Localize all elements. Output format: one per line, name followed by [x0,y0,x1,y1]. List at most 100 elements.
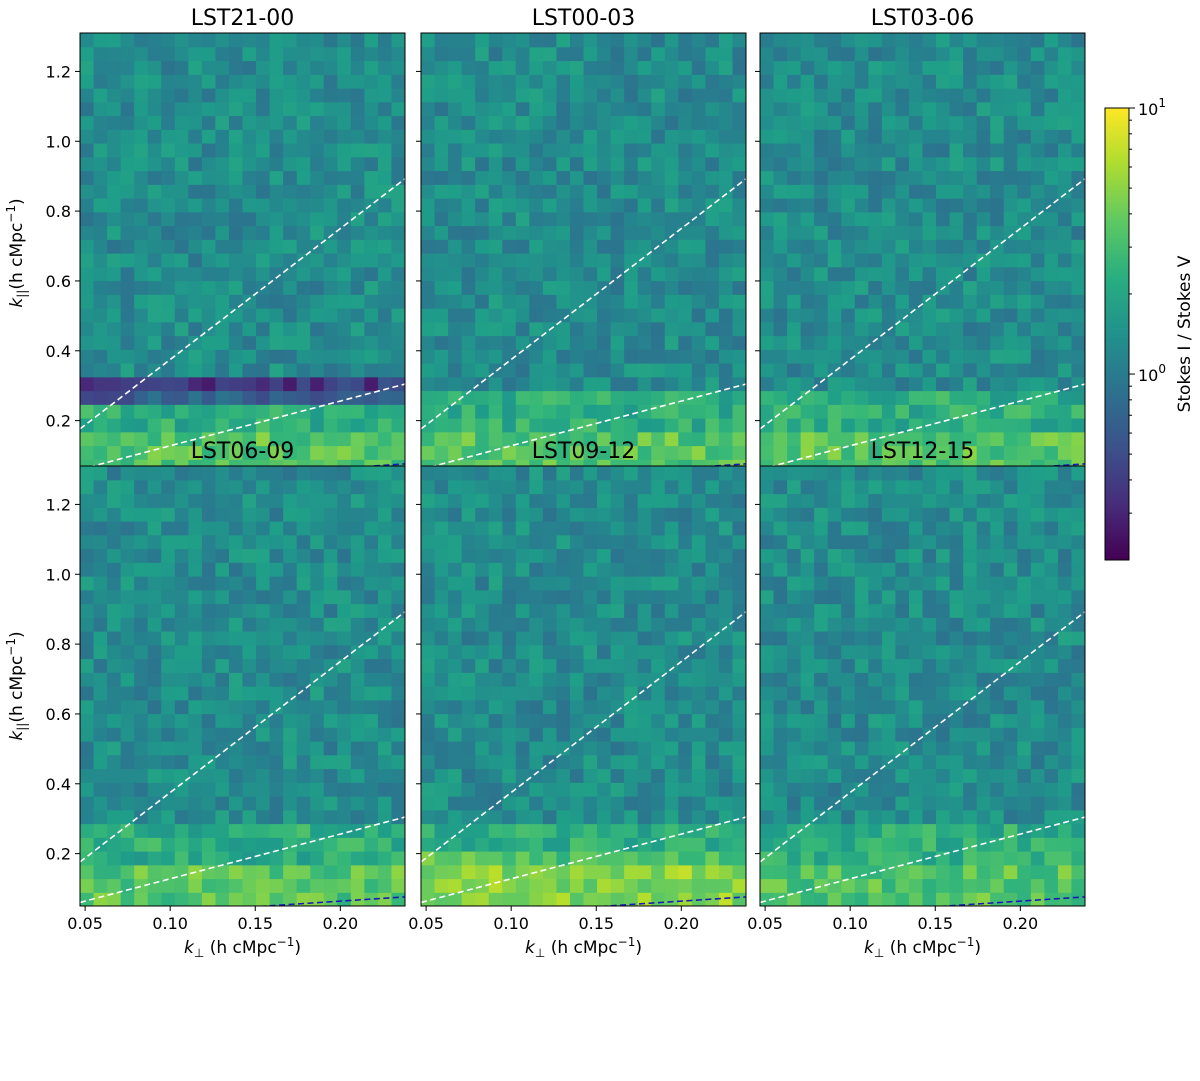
heatmap-cell [597,782,612,797]
heatmap-cell [337,129,352,144]
heatmap-cell [637,280,652,295]
heatmap-cell [475,768,490,783]
heatmap-cell [323,294,338,309]
heatmap-cell [107,390,122,405]
heatmap-cell [569,548,585,563]
heatmap-cell [310,184,325,199]
heatmap-cell [296,445,311,460]
heatmap-cell [922,266,937,282]
heatmap-cell [421,727,436,742]
heatmap-cell [569,493,585,508]
heatmap-cell [201,631,217,646]
heatmap-cell [922,892,937,906]
heatmap-cell [542,466,558,481]
heatmap-cell [841,782,856,797]
heatmap-cell [569,878,585,893]
heatmap-cell [624,46,639,62]
heatmap-cell [488,672,503,687]
heatmap-cell [120,129,135,144]
heatmap-cell [296,129,311,144]
heatmap-cell [854,562,869,577]
heatmap-cell [1003,143,1018,158]
heatmap-cell [922,198,937,213]
heatmap-cell [120,507,135,522]
heatmap-cell [377,686,393,701]
heatmap-cell [134,631,149,646]
heatmap-cell [583,548,598,563]
heatmap-cell [337,851,352,866]
heatmap-cell [637,294,652,309]
heatmap-cell [215,466,230,481]
heatmap-cell [364,699,379,715]
heatmap-cell [868,741,883,756]
heatmap-cell [201,115,217,130]
heatmap-cell [515,225,530,240]
heatmap-cell [637,170,652,185]
heatmap-cell [1030,466,1045,481]
heatmap-cell [283,225,298,240]
heatmap-cell [664,864,679,880]
heatmap-cell [827,404,842,419]
heatmap-cell [569,809,585,825]
heatmap-cell [976,686,991,701]
heatmap-cell [691,754,706,770]
heatmap-cell [242,562,257,577]
heatmap-cell [283,782,298,797]
heatmap-cell [936,349,951,364]
heatmap-cell [283,404,298,419]
heatmap-cell [391,479,405,495]
heatmap-cell [718,823,734,838]
heatmap-cell [637,699,652,715]
heatmap-cell [678,74,693,89]
heatmap-cell [350,88,365,103]
heatmap-cell [296,686,311,701]
heatmap-cell [854,507,869,522]
heatmap-cell [787,658,802,673]
heatmap-cell [1017,493,1032,508]
heatmap-cell [841,239,856,254]
heatmap-cell [364,823,379,838]
heatmap-cell [868,617,883,632]
heatmap-cell [800,266,815,282]
heatmap-cell [364,390,379,405]
heatmap-cell [705,864,720,880]
panel-title: LST21-00 [191,6,295,31]
heatmap-cell [147,878,162,893]
heatmap-cell [350,713,365,728]
heatmap-cell [1071,143,1085,158]
heatmap-cell [228,576,244,591]
heatmap-cell [678,308,693,323]
heatmap-cell [364,294,379,309]
heatmap-cell [1044,479,1059,495]
heatmap-cell [800,349,815,364]
heatmap-cell [107,376,122,392]
heatmap-cell [556,376,571,392]
heatmap-cell [976,548,991,563]
heatmap-cell [174,211,189,227]
heatmap-cell [718,727,734,742]
heatmap-cell [174,418,189,433]
heatmap-cell [269,445,284,460]
heatmap-cell [949,335,964,350]
heatmap-cell [1057,576,1073,591]
heatmap-cell [296,823,311,838]
heatmap-cell [529,74,544,89]
heatmap-cell [434,390,449,405]
heatmap-cell [107,211,122,227]
heatmap-cell [1057,507,1073,522]
heatmap-cell [895,266,910,282]
heatmap-cell [827,727,842,742]
heatmap-cell [296,548,311,563]
heatmap-cell [732,431,746,447]
heatmap-cell [1044,851,1059,866]
heatmap-cell [488,321,503,337]
heatmap-cell [787,796,802,811]
heatmap-cell [881,699,897,715]
heatmap-cell [147,576,162,591]
heatmap-cell [310,809,325,825]
heatmap-cell [1071,404,1085,419]
heatmap-cell [350,376,365,392]
heatmap-cell [448,253,463,268]
heatmap-cell [488,445,503,460]
heatmap-cell [542,562,558,577]
